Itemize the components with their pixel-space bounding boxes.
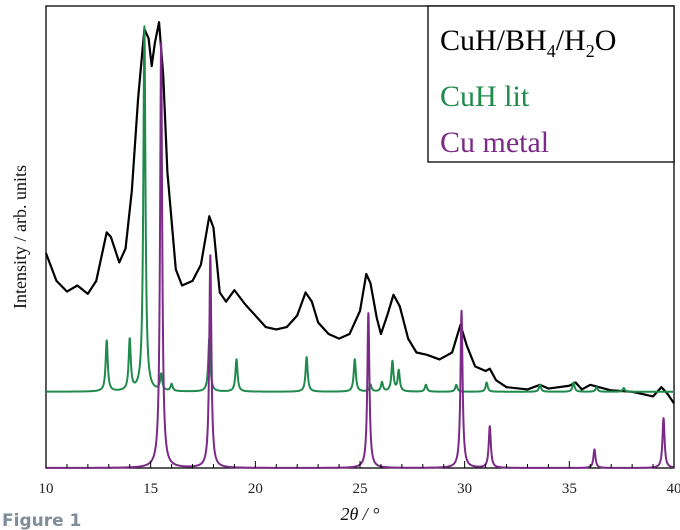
x-axis-ticks: 10 15 20 25 30 35 40 bbox=[39, 461, 680, 497]
x-tick-label: 35 bbox=[562, 481, 577, 497]
x-tick-label: 25 bbox=[353, 481, 368, 497]
legend-entry-cu-metal: Cu metal bbox=[440, 126, 549, 159]
x-tick-label: 40 bbox=[667, 481, 680, 497]
legend-box bbox=[427, 5, 675, 163]
legend-entry-cuh-bh4-h2o: CuH/BH4/H2O bbox=[440, 24, 616, 61]
figure-label: Figure 1 bbox=[2, 511, 81, 530]
x-tick-label: 10 bbox=[39, 481, 54, 497]
legend: CuH/BH4/H2O CuH lit Cu metal bbox=[427, 5, 675, 163]
series-line-cuh-lit bbox=[45, 25, 675, 393]
x-tick-label: 30 bbox=[457, 481, 472, 497]
x-axis-title: 2θ / ° bbox=[340, 504, 379, 524]
legend-entry-cuh-lit: CuH lit bbox=[440, 80, 530, 113]
x-tick-label: 15 bbox=[143, 481, 158, 497]
y-axis-title: Intensity / arb. units bbox=[10, 165, 30, 309]
x-tick-label: 20 bbox=[248, 481, 263, 497]
